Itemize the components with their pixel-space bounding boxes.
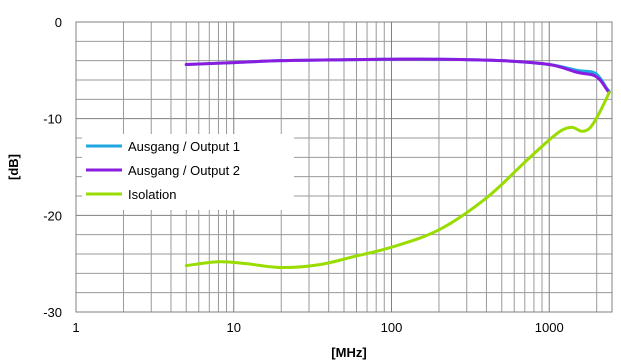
x-tick-label: 100	[381, 320, 403, 335]
legend-label: Ausgang / Output 2	[128, 163, 240, 178]
x-tick-labels: 1 10 100 1000	[72, 320, 563, 335]
legend-label: Isolation	[128, 187, 176, 202]
series-line-2	[184, 57, 611, 95]
series-lines	[184, 57, 611, 270]
y-tick-label: -20	[43, 208, 62, 223]
x-tick-label: 1	[72, 320, 79, 335]
y-tick-label: -30	[43, 305, 62, 320]
y-tick-label: 0	[55, 15, 62, 30]
x-tick-label: 10	[227, 320, 241, 335]
series-line-3	[184, 91, 611, 270]
y-tick-labels: 0 -10 -20 -30	[43, 15, 62, 320]
x-tick-label: 1000	[535, 320, 564, 335]
x-axis-title: [MHz]	[331, 345, 366, 360]
y-axis-title: [dB]	[6, 154, 21, 180]
legend-label: Ausgang / Output 1	[128, 139, 240, 154]
plot-frame	[75, 21, 613, 313]
legend: Ausgang / Output 1 Ausgang / Output 2 Isol…	[82, 134, 294, 210]
y-tick-label: -10	[43, 112, 62, 127]
